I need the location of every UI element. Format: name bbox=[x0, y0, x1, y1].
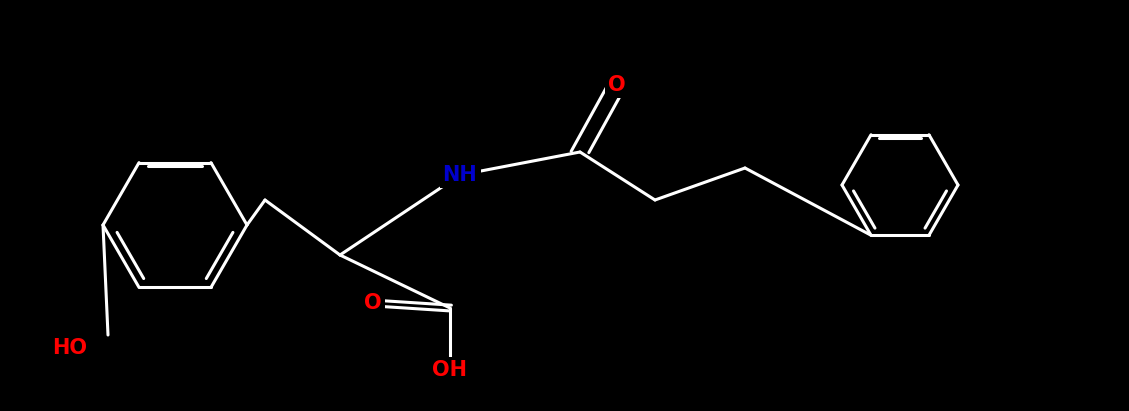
Text: O: O bbox=[609, 75, 625, 95]
Text: OH: OH bbox=[432, 360, 467, 380]
Text: O: O bbox=[365, 293, 382, 313]
Text: HO: HO bbox=[52, 338, 87, 358]
Text: NH: NH bbox=[443, 165, 478, 185]
